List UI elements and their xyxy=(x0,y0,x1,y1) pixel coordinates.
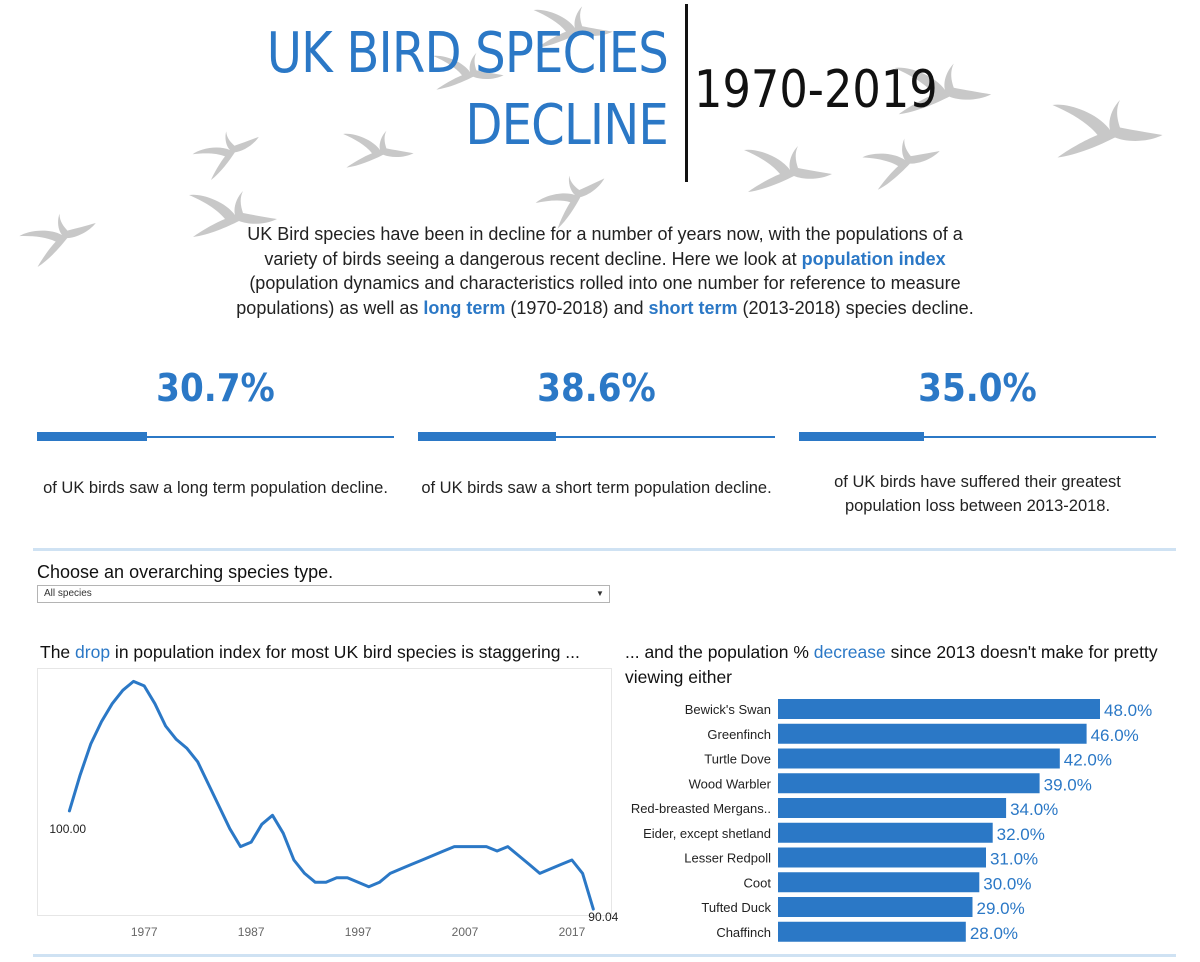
title-text: in population index for most UK bird spe… xyxy=(110,642,580,662)
bar-category-label: Chaffinch xyxy=(716,925,771,940)
bar xyxy=(778,798,1007,818)
kpi-short-term: 38.6% of UK birds saw a short term popul… xyxy=(418,360,775,497)
section-divider xyxy=(33,954,1176,957)
bird-icon xyxy=(744,146,832,192)
kpi-track xyxy=(37,436,394,438)
term-population-index: population index xyxy=(801,248,946,269)
title-text: The xyxy=(40,642,76,662)
bar-category-label: Wood Warbler xyxy=(689,776,772,791)
bar-value-label: 28.0% xyxy=(970,924,1018,943)
bird-icon xyxy=(533,160,613,231)
bar-category-label: Tufted Duck xyxy=(701,900,771,915)
bar-category-label: Turtle Dove xyxy=(704,752,771,767)
bar-value-label: 29.0% xyxy=(977,899,1025,918)
bar-category-label: Red-breasted Mergans.. xyxy=(631,801,771,816)
kpi-caption: of UK birds saw a long term population d… xyxy=(43,479,388,497)
bar xyxy=(778,872,980,893)
bar-category-label: Eider, except shetland xyxy=(643,826,771,841)
bar xyxy=(778,822,993,843)
bar xyxy=(778,773,1040,794)
x-tick-label: 2007 xyxy=(452,925,479,939)
term-short-term: short term xyxy=(648,297,738,318)
bar xyxy=(778,847,986,868)
title-text: since 2013 doesn't make for pretty viewi… xyxy=(625,642,1158,687)
kpi-greatest-loss: 35.0% of UK birds have suffered their gr… xyxy=(799,360,1156,515)
bird-icon xyxy=(17,201,103,269)
bar-value-label: 39.0% xyxy=(1044,775,1092,794)
kpi-value: 38.6% xyxy=(537,366,656,410)
title-text: ... and the population % xyxy=(625,642,814,662)
line-chart-frame xyxy=(37,668,612,916)
bar-value-label: 30.0% xyxy=(983,874,1031,893)
page-title: UK BIRD SPECIES DECLINE xyxy=(200,18,669,162)
bar xyxy=(778,921,966,942)
title-highlight: drop xyxy=(75,642,111,662)
year-range: 1970-2019 xyxy=(694,60,938,120)
species-type-dropdown[interactable]: All species ▼ xyxy=(37,585,610,603)
intro-text: (population dynamics and characteristics… xyxy=(236,273,961,318)
bar-value-label: 31.0% xyxy=(990,850,1038,869)
kpi-track xyxy=(799,436,1156,438)
bar-category-label: Coot xyxy=(744,875,772,890)
bar-value-label: 42.0% xyxy=(1064,751,1112,770)
filter-label: Choose an overarching species type. xyxy=(37,562,334,582)
x-tick-label: 2017 xyxy=(559,925,586,939)
bar xyxy=(778,748,1060,769)
line-chart-title: The drop in population index for most UK… xyxy=(40,640,600,665)
bar-chart-title: ... and the population % decrease since … xyxy=(625,640,1175,690)
bird-icon xyxy=(1052,100,1163,158)
kpi-progress-bar xyxy=(37,432,147,441)
term-long-term: long term xyxy=(423,297,506,318)
kpi-track xyxy=(418,436,775,438)
dropdown-value: All species xyxy=(44,588,92,599)
intro-paragraph: UK Bird species have been in decline for… xyxy=(236,222,974,320)
bar-value-label: 32.0% xyxy=(997,825,1045,844)
intro-text: UK Bird species have been in decline for… xyxy=(247,224,963,269)
kpi-caption: of UK birds have suffered their greatest… xyxy=(834,473,1121,515)
title-highlight: decrease xyxy=(813,642,886,662)
intro-text: (2013-2018) species decline. xyxy=(737,297,974,318)
bar-value-label: 46.0% xyxy=(1091,726,1139,745)
x-tick-label: 1987 xyxy=(238,925,265,939)
kpi-value: 35.0% xyxy=(918,366,1037,410)
kpi-value: 30.7% xyxy=(156,366,275,410)
kpi-long-term: 30.7% of UK birds saw a long term popula… xyxy=(37,360,394,497)
x-tick-label: 1977 xyxy=(131,925,158,939)
title-divider xyxy=(685,4,688,182)
bar-value-label: 34.0% xyxy=(1010,800,1058,819)
bar xyxy=(778,723,1087,744)
bird-icon xyxy=(861,128,945,191)
title-line-1: UK BIRD SPECIES xyxy=(266,21,669,86)
kpi-caption: of UK birds saw a short term population … xyxy=(421,479,772,497)
bar-category-label: Bewick's Swan xyxy=(685,702,771,717)
kpi-progress-bar xyxy=(418,432,556,441)
bar xyxy=(778,699,1100,719)
intro-text: (1970-2018) and xyxy=(505,297,649,318)
section-divider xyxy=(33,548,1176,551)
bar-category-label: Greenfinch xyxy=(707,727,771,742)
x-tick-label: 1997 xyxy=(345,925,372,939)
chevron-down-icon[interactable]: ▼ xyxy=(596,589,604,598)
kpi-progress-bar xyxy=(799,432,924,441)
bar xyxy=(778,897,973,917)
title-line-2: DECLINE xyxy=(465,93,668,158)
bar-value-label: 48.0% xyxy=(1104,701,1152,720)
bar-category-label: Lesser Redpoll xyxy=(684,851,771,866)
